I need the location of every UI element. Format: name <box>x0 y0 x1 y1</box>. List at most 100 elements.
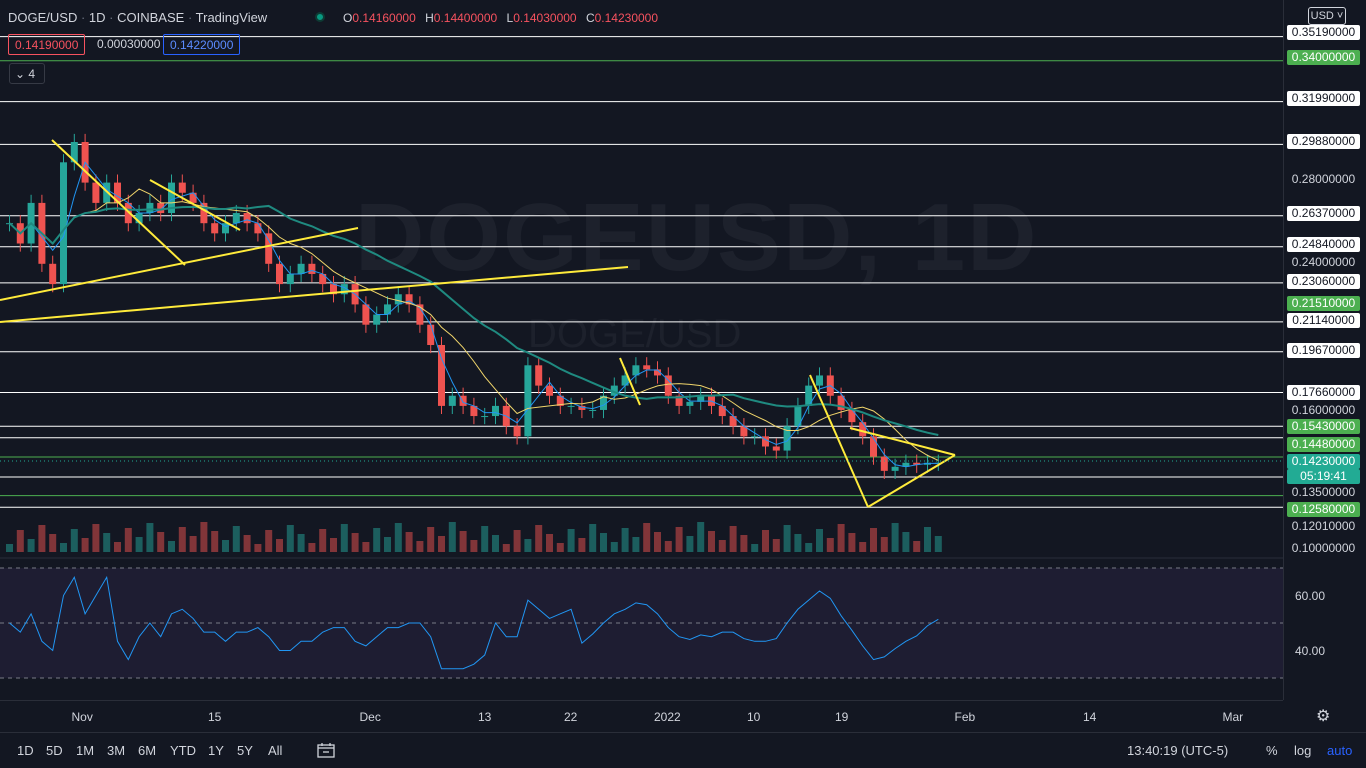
time-axis[interactable]: Nov 15 Dec 13 22 2022 10 19 Feb 14 Mar <box>0 700 1283 732</box>
calendar-icon[interactable] <box>317 742 335 758</box>
candle-body <box>632 365 640 376</box>
time-axis-label: 15 <box>208 710 222 724</box>
volume-bar <box>168 541 175 552</box>
volume-bar <box>189 536 197 552</box>
main-chart[interactable]: DOGEUSD, 1D DOGE/USD <box>0 0 1283 700</box>
volume-bar <box>513 530 521 552</box>
trendline <box>867 454 956 508</box>
rsi-axis-label: 40.00 <box>1295 644 1326 658</box>
time-axis-label: 14 <box>1083 710 1097 724</box>
chart-canvas[interactable] <box>0 0 1283 700</box>
volume-bar <box>783 525 791 552</box>
symbol-title[interactable]: DOGE/USD · 1D · COINBASE · TradingView <box>8 10 268 25</box>
market-status-icon[interactable] <box>315 12 325 22</box>
clock-timezone[interactable]: 13:40:19 (UTC-5) <box>1127 743 1229 758</box>
volume-bar <box>232 526 240 552</box>
volume-bar <box>718 540 726 552</box>
time-axis-label: 2022 <box>654 710 681 724</box>
rsi-axis-label: 60.00 <box>1295 589 1326 603</box>
volume-bar <box>686 536 694 552</box>
time-axis-label: 19 <box>835 710 849 724</box>
range-button-5d[interactable]: 5D <box>46 743 63 758</box>
volume-bar <box>16 530 24 552</box>
range-button-1y[interactable]: 1Y <box>208 743 224 758</box>
moving-average-line <box>9 188 939 461</box>
candle-body <box>92 182 100 203</box>
volume-bar <box>600 533 607 552</box>
candle-body <box>49 263 57 285</box>
auto-toggle[interactable]: auto <box>1327 743 1353 758</box>
volume-bar <box>81 538 89 552</box>
sell-price-button[interactable]: 0.14190000 <box>8 34 86 55</box>
volume-bar <box>470 540 478 552</box>
range-button-5y[interactable]: 5Y <box>237 743 253 758</box>
range-button-6m[interactable]: 6M <box>138 743 157 758</box>
candle-body <box>146 202 154 214</box>
candle-body <box>384 304 391 315</box>
volume-bar <box>535 525 543 552</box>
volume-bar <box>934 536 942 552</box>
percent-toggle[interactable]: % <box>1266 743 1278 758</box>
candle-body <box>902 462 910 467</box>
candle-body <box>232 213 240 224</box>
buy-price-button[interactable]: 0.14220000 <box>163 34 241 55</box>
candle-body <box>168 182 175 214</box>
range-button-1m[interactable]: 1M <box>76 743 95 758</box>
volume-bar <box>114 542 121 552</box>
candle-body <box>578 405 586 410</box>
symbol-name[interactable]: DOGE/USD <box>8 10 78 25</box>
symbol-watermark: DOGEUSD, 1D <box>355 184 1039 291</box>
price-axis-label: 0.14480000 <box>1287 437 1360 452</box>
volume-bar <box>394 523 402 552</box>
price-axis-label: 0.10000000 <box>1291 541 1356 555</box>
candle-body <box>70 142 78 163</box>
trendline <box>0 227 359 301</box>
trendline <box>51 139 186 266</box>
volume-bar <box>70 529 78 552</box>
candle-body <box>794 405 802 427</box>
trendline <box>149 179 241 231</box>
candle-body <box>654 369 661 376</box>
gear-icon[interactable]: ⚙ <box>1316 708 1331 725</box>
volume-bar <box>664 541 672 552</box>
price-axis[interactable] <box>1283 0 1366 700</box>
volume-bar <box>351 533 359 552</box>
candle-body <box>524 365 532 437</box>
log-toggle[interactable]: log <box>1294 743 1312 758</box>
volume-bar <box>902 532 910 552</box>
trendline <box>619 357 641 406</box>
volume-bar <box>729 526 737 552</box>
candle-body <box>189 192 197 203</box>
currency-select[interactable]: USD ˅ <box>1308 7 1346 25</box>
candle-body <box>459 395 467 406</box>
candle-body <box>913 462 921 465</box>
range-button-1d[interactable]: 1D <box>17 743 34 758</box>
range-button-3m[interactable]: 3M <box>107 743 126 758</box>
volume-bar <box>60 543 67 552</box>
volume-bar <box>438 536 445 552</box>
volume-bar <box>816 529 823 552</box>
volume-bar <box>546 534 553 552</box>
volume-bar <box>762 530 769 552</box>
candle-body <box>686 401 694 406</box>
volume-bar <box>6 544 13 552</box>
candle-body <box>405 294 413 305</box>
candle-body <box>157 202 165 214</box>
price-axis-label: 0.21510000 <box>1287 296 1360 311</box>
volume-bar <box>297 534 305 552</box>
volume-bar <box>286 525 294 552</box>
indicators-toggle[interactable]: ⌄ 4 <box>9 63 45 84</box>
candle-body <box>427 324 435 345</box>
candle-body <box>481 416 489 418</box>
platform-label: TradingView <box>195 10 268 25</box>
volume-bar <box>124 528 132 552</box>
candle-body <box>513 426 521 437</box>
candle-body <box>178 182 186 193</box>
candle-body <box>891 466 899 471</box>
range-button-ytd[interactable]: YTD <box>170 743 196 758</box>
price-axis-label: 0.23060000 <box>1287 274 1360 289</box>
candle-body <box>265 233 273 264</box>
volume-bar <box>330 538 337 552</box>
candle-body <box>243 213 251 224</box>
range-button-all[interactable]: All <box>268 743 283 758</box>
